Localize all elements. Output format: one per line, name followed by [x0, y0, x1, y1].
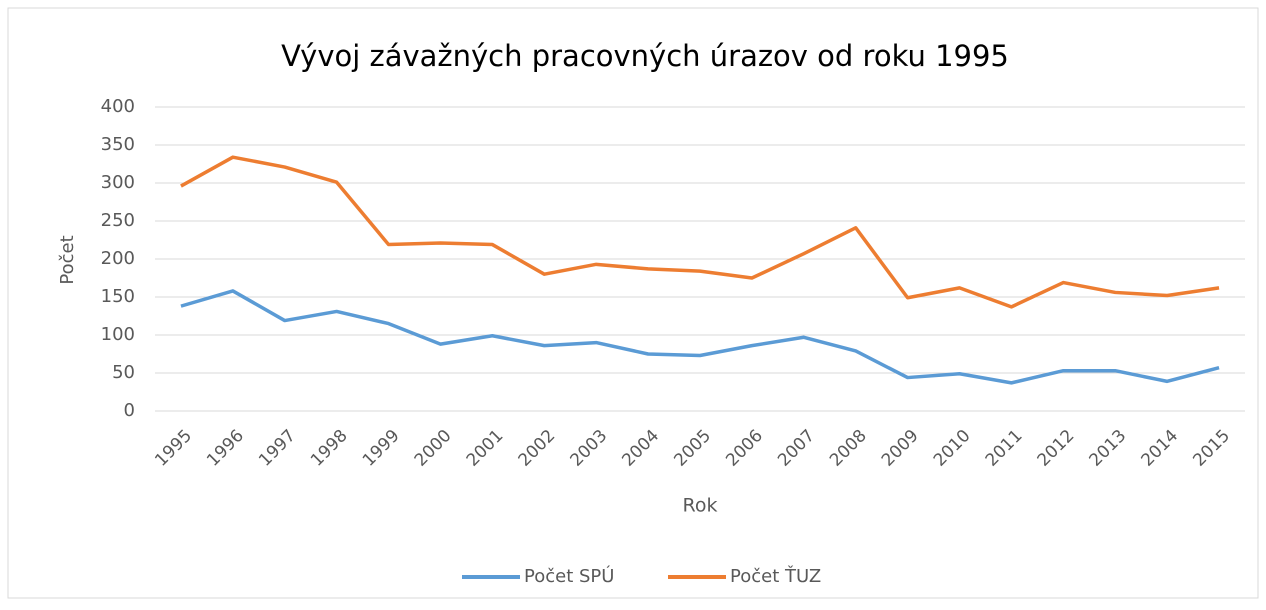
- y-tick-label: 400: [101, 96, 135, 117]
- y-tick-label: 150: [101, 286, 135, 307]
- y-tick-label: 250: [101, 210, 135, 231]
- y-tick-label: 50: [112, 362, 135, 383]
- chart-border: [7, 7, 1259, 599]
- y-tick-label: 200: [101, 248, 135, 269]
- y-tick-label: 350: [101, 134, 135, 155]
- y-tick-label: 300: [101, 172, 135, 193]
- line-series: [180, 289, 1220, 385]
- legend-label: Počet ŤUZ: [730, 565, 821, 587]
- x-axis-label: Rok: [683, 495, 718, 517]
- line-series: [180, 155, 1220, 309]
- y-axis-label: Počet: [57, 235, 78, 284]
- y-tick-label: 0: [124, 400, 135, 421]
- legend-label: Počet SPÚ: [524, 565, 614, 587]
- y-tick-label: 100: [101, 324, 135, 345]
- chart-title: Vývoj závažných pracovných úrazov od rok…: [281, 39, 1009, 73]
